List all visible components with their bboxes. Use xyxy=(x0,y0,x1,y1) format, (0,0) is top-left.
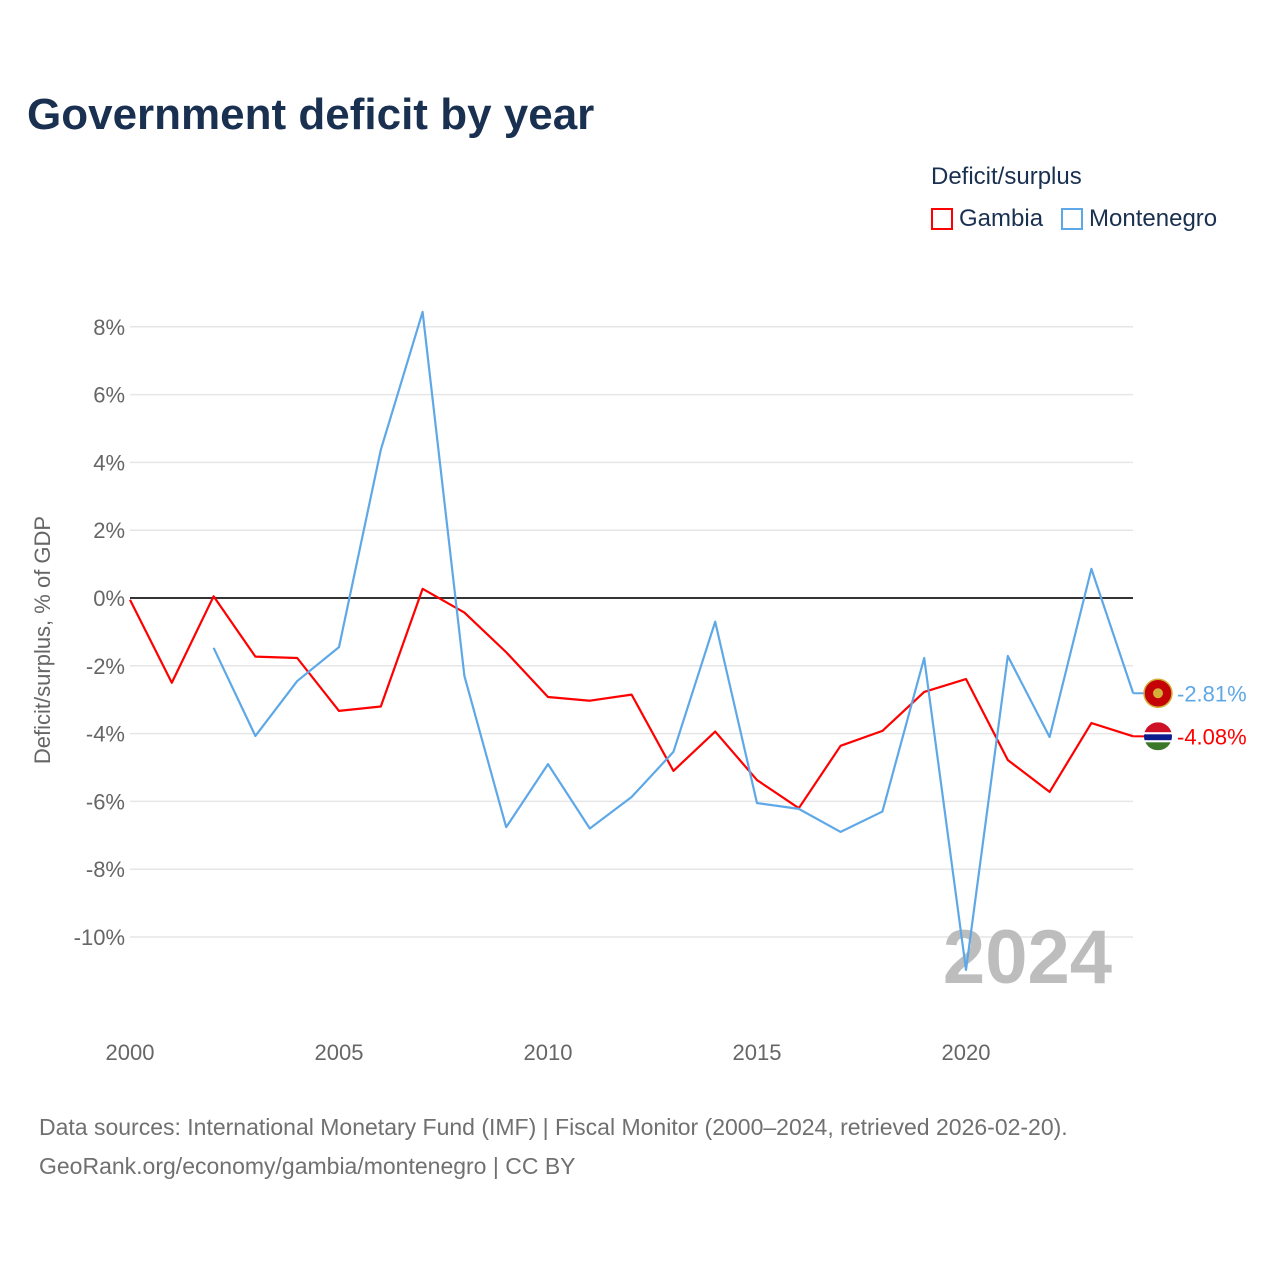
legend-item-gambia[interactable]: Gambia xyxy=(931,205,1043,233)
flag-stripe xyxy=(1144,740,1172,743)
y-tick-label: -10% xyxy=(74,925,125,950)
data-source-text: Data sources: International Monetary Fun… xyxy=(39,1114,1068,1140)
x-tick-label: 2010 xyxy=(524,1040,573,1065)
legend-item-montenegro[interactable]: Montenegro xyxy=(1061,205,1217,233)
x-tick-label: 2020 xyxy=(942,1040,991,1065)
legend-label-montenegro: Montenegro xyxy=(1089,205,1218,232)
chart-title: Government deficit by year xyxy=(27,90,595,139)
y-tick-label: -8% xyxy=(86,857,125,882)
x-tick-label: 2015 xyxy=(733,1040,782,1065)
y-tick-label: 0% xyxy=(93,586,125,611)
legend-title: Deficit/surplus xyxy=(931,163,1082,190)
end-value-label: -2.81% xyxy=(1177,681,1247,706)
x-tick-label: 2005 xyxy=(315,1040,364,1065)
flag-stripe xyxy=(1144,742,1172,751)
flag-stripe xyxy=(1144,722,1172,733)
footer: Data sources: International Monetary Fun… xyxy=(39,1108,1068,1186)
end-value-label: -4.08% xyxy=(1177,724,1247,749)
legend-swatch-gambia xyxy=(931,208,953,230)
flag-stripe xyxy=(1144,734,1172,741)
y-axis-label: Deficit/surplus, % of GDP xyxy=(30,516,55,764)
series-line-gambia xyxy=(129,587,1134,810)
flag-gambia-icon xyxy=(1144,722,1172,751)
y-tick-label: -2% xyxy=(86,654,125,679)
y-tick-label: 2% xyxy=(93,518,125,543)
flag-emblem xyxy=(1153,688,1163,699)
y-tick-label: -6% xyxy=(86,789,125,814)
attribution-text: GeoRank.org/economy/gambia/montenegro | … xyxy=(39,1153,576,1179)
legend-label-gambia: Gambia xyxy=(959,205,1044,232)
series-line-montenegro xyxy=(212,310,1135,971)
flag-stripe xyxy=(1144,732,1172,735)
y-tick-label: -4% xyxy=(86,722,125,747)
y-tick-label: 4% xyxy=(93,450,125,475)
y-tick-label: 8% xyxy=(93,315,125,340)
x-tick-label: 2000 xyxy=(106,1040,155,1065)
flag-montenegro-icon xyxy=(1143,678,1173,709)
legend: Gambia Montenegro xyxy=(931,205,1217,233)
legend-swatch-montenegro xyxy=(1061,208,1084,230)
flag-stripes xyxy=(1144,722,1172,751)
y-tick-label: 6% xyxy=(93,383,125,408)
